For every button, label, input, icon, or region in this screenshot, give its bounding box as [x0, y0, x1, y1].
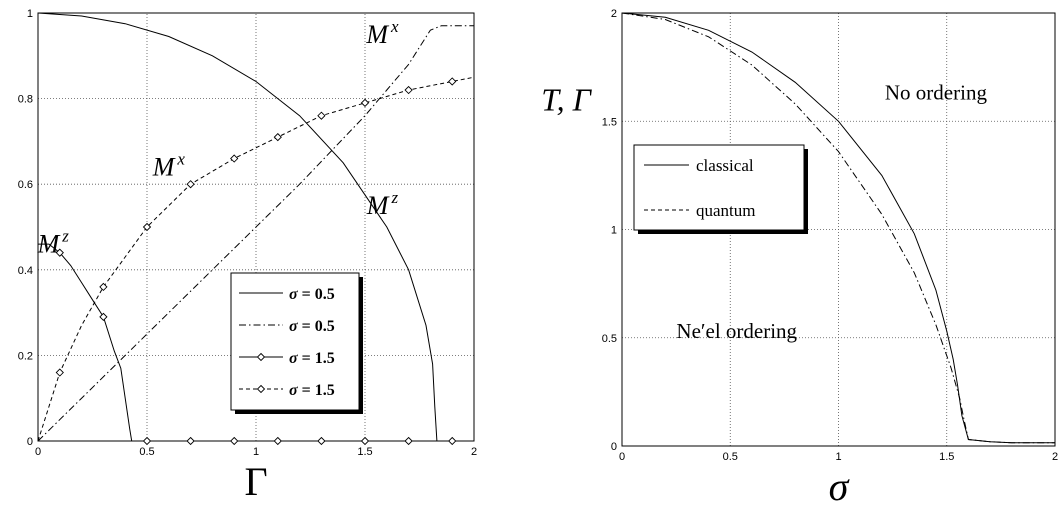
left-series-3-marker [99, 312, 108, 322]
right-x-tick-label: 1.5 [939, 451, 954, 463]
left-y-tick-label: 0.8 [18, 94, 33, 106]
left-series-3-marker [360, 436, 370, 446]
left-legend-label-2: σ = 0.5 [289, 318, 335, 335]
left-legend-box [230, 272, 360, 411]
left-y-tick-label: 0.4 [18, 265, 33, 277]
right-x-tick-label: 0 [619, 451, 625, 463]
left-series-4-marker [360, 98, 370, 108]
left-series-4-marker [99, 282, 108, 292]
left-series-3-marker [230, 436, 239, 446]
left-series-4-marker [230, 154, 239, 163]
left-x-tick-label: 0.5 [139, 446, 154, 458]
right-legend: classical quantum [633, 144, 808, 234]
right-x-axis-label: σ [829, 464, 850, 509]
left-x-axis-label: Γ [244, 459, 267, 504]
left-series-4-marker [404, 85, 413, 95]
left-legend-marker-3 [256, 352, 266, 362]
left-legend-label-3: σ = 1.5 [289, 350, 335, 367]
left-y-tick-label: 0.2 [18, 350, 33, 362]
right-x-tick-label: 1 [835, 451, 841, 463]
right-y-axis-label: T, Γ [541, 81, 592, 117]
left-series-3-marker [273, 436, 282, 446]
right-chart: 0 0.5 1 1.5 2 0 0.5 1 1.5 2 No ordering Ne′el ord… [541, 8, 1058, 509]
left-y-tick-label: 0 [27, 436, 33, 448]
left-legend-marker-4 [256, 384, 266, 394]
left-series-3-marker [186, 436, 195, 446]
right-legend-label-2: quantum [696, 201, 756, 220]
left-y-tick-labels: 0 0.2 0.4 0.6 0.8 1 [18, 8, 33, 448]
left-series-3-marker [142, 436, 152, 446]
right-x-tick-label: 0.5 [723, 451, 738, 463]
left-x-tick-label: 1 [253, 446, 259, 458]
left-series-4-marker [317, 111, 326, 120]
right-y-tick-label: 2 [611, 8, 617, 20]
right-x-tick-label: 2 [1052, 451, 1058, 463]
right-y-tick-label: 1.5 [602, 116, 617, 128]
right-series-line-1 [621, 12, 1055, 444]
left-series-3-marker [317, 436, 326, 446]
right-y-tick-label: 1 [611, 225, 617, 237]
right-y-tick-labels: 0 0.5 1 1.5 2 [602, 8, 617, 453]
left-series-4-marker [448, 77, 457, 86]
right-annotation: Ne′el ordering [676, 319, 797, 343]
right-legend-box [633, 144, 805, 231]
right-y-tick-label: 0 [611, 441, 617, 453]
left-series-3-marker [448, 436, 457, 446]
left-legend-label-1: σ = 0.5 [289, 286, 335, 303]
left-series [37, 12, 475, 446]
left-x-tick-label: 1.5 [357, 446, 372, 458]
left-series-4-marker [273, 132, 282, 142]
left-series-line-1 [37, 12, 474, 442]
left-series-4-marker [186, 180, 195, 189]
left-series-3-marker [55, 248, 64, 257]
right-plot-frame [621, 12, 1056, 447]
left-y-tick-label: 0.6 [18, 179, 33, 191]
left-series-4-marker [55, 368, 64, 377]
right-annotation: No ordering [885, 81, 988, 105]
left-series-3-marker [404, 436, 413, 446]
left-legend: σ = 0.5 σ = 0.5 σ = 1.5 σ = 1.5 [230, 272, 363, 414]
left-x-tick-label: 2 [471, 446, 477, 458]
right-series [621, 12, 1055, 444]
left-y-tick-label: 1 [27, 8, 33, 20]
right-y-tick-label: 0.5 [602, 333, 617, 345]
left-series-4-marker [142, 222, 152, 232]
right-annotations: No ordering Ne′el ordering [676, 81, 987, 343]
left-x-tick-labels: 0 0.5 1 1.5 2 [35, 446, 477, 458]
left-series-line-2 [37, 25, 474, 442]
right-series-line-2 [621, 12, 1055, 444]
left-gridlines [38, 13, 474, 441]
right-legend-label-1: classical [696, 156, 754, 175]
left-series-line-3 [38, 243, 474, 442]
right-x-tick-labels: 0 0.5 1 1.5 2 [619, 451, 1058, 463]
left-legend-label-4: σ = 1.5 [289, 382, 335, 399]
left-x-tick-label: 0 [35, 446, 41, 458]
